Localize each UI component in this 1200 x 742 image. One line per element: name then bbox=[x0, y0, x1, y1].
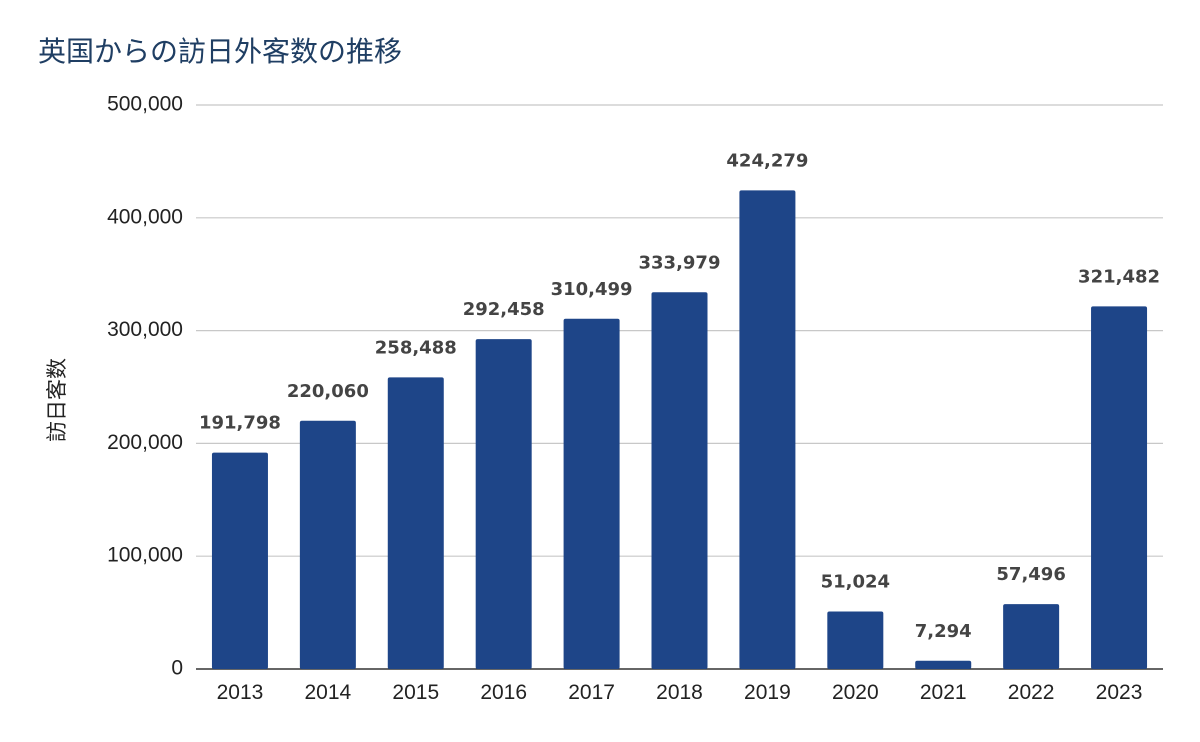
data-label-2023: 321,482 bbox=[1078, 266, 1160, 287]
x-tick-label: 2020 bbox=[832, 681, 879, 704]
data-label-2020: 51,024 bbox=[821, 571, 890, 592]
bar-2020 bbox=[827, 611, 884, 669]
chart-title: 英国からの訪日外客数の推移 bbox=[38, 35, 403, 68]
x-tick-label: 2021 bbox=[920, 681, 967, 704]
bar-2023 bbox=[1091, 306, 1148, 669]
y-tick-label: 200,000 bbox=[107, 431, 183, 454]
bar-2013 bbox=[211, 452, 268, 669]
bar-2014 bbox=[299, 420, 356, 669]
data-label-2014: 220,060 bbox=[287, 381, 369, 402]
x-tick-label: 2014 bbox=[305, 681, 352, 704]
data-label-2019: 424,279 bbox=[726, 150, 808, 171]
y-tick-label: 0 bbox=[171, 657, 183, 680]
bar-2015 bbox=[387, 377, 444, 669]
x-tick-label: 2013 bbox=[217, 681, 264, 704]
bar-2022 bbox=[1003, 604, 1060, 669]
data-label-2016: 292,458 bbox=[463, 299, 545, 320]
data-label-2013: 191,798 bbox=[199, 413, 281, 434]
bar-2018 bbox=[651, 292, 708, 669]
y-tick-label: 500,000 bbox=[107, 93, 183, 116]
x-tick-label: 2019 bbox=[744, 681, 791, 704]
bar-2019 bbox=[739, 190, 796, 670]
x-tick-label: 2018 bbox=[656, 681, 703, 704]
x-tick-label: 2022 bbox=[1008, 681, 1055, 704]
y-tick-label: 300,000 bbox=[107, 318, 183, 341]
bar-2017 bbox=[563, 318, 620, 669]
x-tick-label: 2023 bbox=[1096, 681, 1143, 704]
data-label-2021: 7,294 bbox=[915, 621, 972, 642]
data-label-2015: 258,488 bbox=[375, 337, 457, 358]
y-tick-label: 100,000 bbox=[107, 544, 183, 567]
data-label-2018: 333,979 bbox=[639, 252, 721, 273]
bar-2016 bbox=[475, 339, 532, 669]
data-label-2017: 310,499 bbox=[551, 279, 633, 300]
y-axis-title: 訪日客数 bbox=[45, 358, 69, 442]
x-tick-label: 2017 bbox=[568, 681, 615, 704]
x-tick-label: 2015 bbox=[392, 681, 439, 704]
y-tick-label: 400,000 bbox=[107, 205, 183, 228]
data-label-2022: 57,496 bbox=[996, 564, 1065, 585]
bar-2021 bbox=[915, 660, 972, 669]
x-tick-label: 2016 bbox=[480, 681, 527, 704]
